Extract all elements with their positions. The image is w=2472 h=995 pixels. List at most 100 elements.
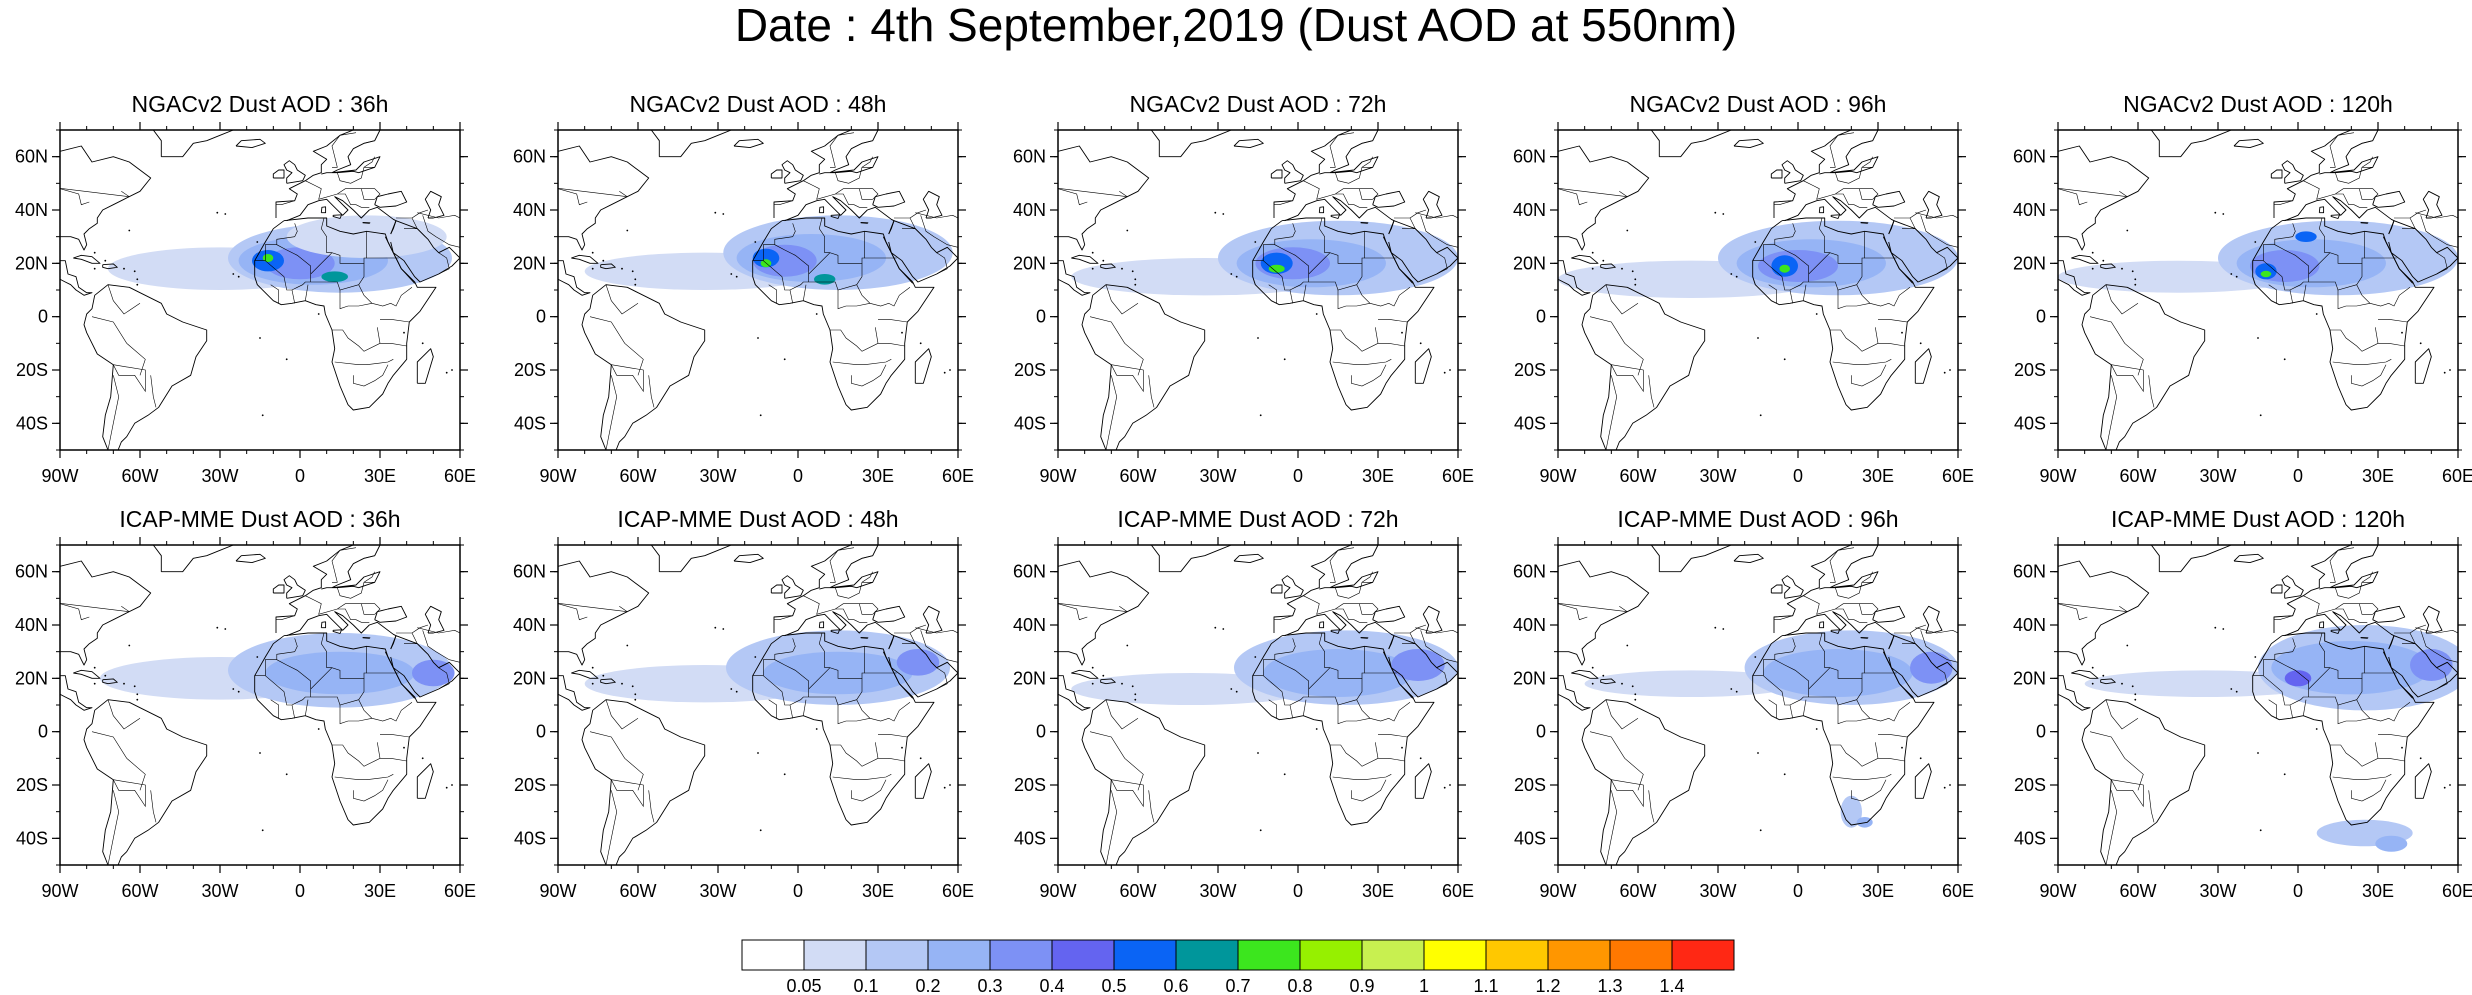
country-border [107,284,141,315]
coastline-north-america [558,145,650,251]
lon-tick-label: 60W [121,881,158,901]
map-panel-icap-mme-36h: ICAP-MME Dust AOD : 36h 90W 60W 30W 0 30E 60E 6… [0,505,520,915]
country-border [1832,774,1892,780]
island [259,337,261,339]
country-border [832,774,892,780]
lon-tick-label: 60W [1619,881,1656,901]
map-plot: 90W 60W 30W 0 30E 60E 60N 40N 20N 0 20S 40S [513,122,974,486]
lon-tick-label: 30E [862,466,894,486]
country-border [1909,624,1927,634]
aod-contour-0-4 [412,659,455,687]
island [783,773,786,776]
country-border [2268,284,2277,304]
map-panel-ngacv2-120h: NGACv2 Dust AOD : 120h 90W 60W 30W 0 30E 60E 60… [1998,90,2472,500]
lat-tick-label: 40N [513,615,546,635]
island [1315,313,1318,315]
island [237,275,240,278]
island [735,275,738,278]
country-border [337,166,375,184]
lat-tick-label: 40N [1513,615,1546,635]
island [1283,773,1286,776]
country-border [352,779,389,802]
island [1759,414,1762,417]
coastline-crete [2360,222,2369,224]
island [1315,728,1318,730]
coastline-black-sea [872,190,906,208]
island [451,369,453,371]
country-border [1105,699,1139,730]
country-border [2361,672,2365,679]
island [591,682,594,685]
map-plot: 90W 60W 30W 0 30E 60E 60N 40N 20N 0 20S 40S [2013,537,2472,901]
coastline-central-america [1558,260,1591,296]
country-border [438,667,450,690]
country-border [2089,316,2144,376]
aod-contour-0-6 [1260,252,1293,274]
country-border [1611,364,1644,393]
map-background [558,545,958,865]
coastline-ireland [272,169,285,179]
coastline-central-america [2058,675,2091,711]
coastline-madagascar [1414,348,1432,384]
island [943,786,946,789]
country-border [589,316,644,376]
lon-tick-label: 60E [1442,881,1474,901]
country-border [2361,130,2379,144]
lon-tick-label: 30E [1862,466,1894,486]
aod-contour-0-4 [1758,250,1838,282]
country-border [2274,615,2293,620]
country-border [2274,659,2309,689]
country-border [1274,200,1293,205]
coastline-caspian [1922,190,1943,219]
country-border [1318,217,1330,253]
country-border [113,779,146,808]
island [1134,278,1137,281]
island [1091,267,1094,270]
map-panel-ngacv2-96h: NGACv2 Dust AOD : 96h 90W 60W 30W 0 30E 60E 60N… [1498,90,2018,500]
aod-contour-0-7 [814,274,836,285]
island [2443,371,2446,374]
lat-tick-label: 20N [513,668,546,688]
lon-tick-label: 30E [2362,466,2394,486]
coastline-caspian [1422,190,1443,219]
coastline-central-america [558,260,591,296]
country-border [1915,212,1958,219]
lon-tick-label: 60E [1942,466,1974,486]
island [735,690,738,693]
coastline-black-sea [374,190,408,208]
island [1602,259,1605,262]
coastline-red-sea-west [1882,236,1914,284]
country-border [358,284,413,307]
island [1419,342,1422,345]
island [421,757,424,760]
coastline-africa [254,632,437,826]
country-border [2375,742,2379,759]
country-border [2274,244,2309,274]
coastline-mediterranean-north [1284,196,1395,235]
panel-title: ICAP-MME Dust AOD : 120h [2111,506,2405,532]
country-border [611,364,644,393]
island [1949,369,1951,371]
country-border [2289,704,2293,719]
country-border [331,547,357,583]
island [256,241,259,243]
aod-contour-0-8 [2260,270,2272,278]
country-border [422,630,460,663]
coastline-crete [860,637,869,639]
island [949,369,951,371]
country-border [861,130,879,144]
coastline-sardinia [2318,206,2325,214]
lat-tick-label: 60N [1513,562,1546,582]
island [754,656,757,658]
country-border [763,675,809,706]
country-border [2089,731,2144,791]
coastline-britain [1281,575,1304,599]
coastline-central-america [2058,260,2091,296]
coastline-ireland [272,584,285,594]
lon-tick-label: 30W [1699,881,1736,901]
coastline-cuba [2071,254,2099,264]
coastline-black-sea [1872,190,1906,208]
coastline-madagascar [416,763,434,799]
country-border [1329,132,1355,168]
country-border [1148,790,1155,823]
